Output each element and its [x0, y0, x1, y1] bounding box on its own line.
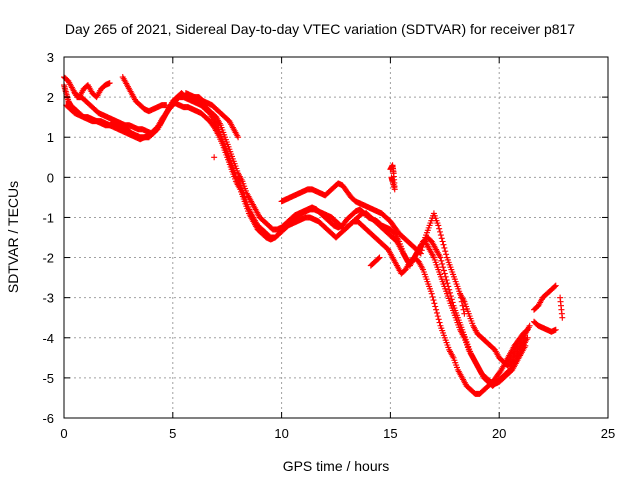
y-tick-label: 0: [47, 170, 54, 185]
y-tick-label: -6: [42, 411, 54, 426]
data-point: [440, 264, 447, 271]
data-point: [460, 306, 467, 313]
data-point: [417, 250, 424, 257]
data-point: [211, 154, 218, 161]
data-point: [457, 290, 464, 297]
data-point: [428, 290, 435, 297]
x-tick-label: 10: [274, 426, 288, 441]
data-point: [420, 240, 427, 247]
data-point: [522, 342, 529, 349]
series-stray-points: [211, 154, 566, 321]
data-point: [433, 306, 440, 313]
y-tick-label: 3: [47, 50, 54, 65]
data-point: [438, 257, 445, 264]
data-point: [436, 319, 443, 326]
data-point: [435, 316, 442, 323]
data-point: [432, 303, 439, 310]
x-tick-label: 20: [492, 426, 506, 441]
data-point: [526, 322, 533, 329]
data-point: [235, 134, 242, 141]
data-point: [443, 251, 450, 258]
data-point: [434, 313, 441, 320]
data-point: [418, 247, 425, 254]
series-track-d: [71, 74, 533, 369]
data-point: [429, 293, 436, 300]
data-point: [458, 298, 465, 305]
data-point: [442, 248, 449, 255]
data-point: [552, 326, 559, 333]
data-point: [459, 302, 466, 309]
data-point: [461, 310, 468, 317]
data-point: [375, 255, 382, 262]
data-point: [419, 244, 426, 251]
data-point: [106, 80, 113, 87]
data-point: [431, 300, 438, 307]
data-point: [552, 282, 559, 289]
series-track-c: [63, 100, 531, 397]
x-tick-label: 15: [383, 426, 397, 441]
data-point: [444, 280, 451, 287]
y-tick-label: -5: [42, 371, 54, 386]
y-tick-label: -4: [42, 331, 54, 346]
x-axis-label: GPS time / hours: [283, 458, 390, 474]
y-tick-label: -3: [42, 291, 54, 306]
data-point: [433, 309, 440, 316]
data-point: [440, 267, 447, 274]
y-tick-label: 2: [47, 90, 54, 105]
data-point: [439, 260, 446, 267]
data-point: [447, 289, 454, 296]
data-point: [388, 174, 395, 181]
data-point: [438, 235, 445, 242]
data-point: [457, 294, 464, 301]
y-tick-label: 1: [47, 130, 54, 145]
series-track-b: [61, 74, 529, 387]
data-point: [376, 254, 383, 261]
x-tick-label: 0: [60, 426, 67, 441]
data-point: [446, 286, 453, 293]
data-point: [421, 237, 428, 244]
data-point: [439, 238, 446, 245]
data-point: [440, 241, 447, 248]
data-point: [441, 244, 448, 251]
data-point: [430, 297, 437, 304]
data-point: [437, 228, 444, 235]
data-point: [437, 254, 444, 261]
y-tick-label: -2: [42, 251, 54, 266]
data-point: [551, 283, 558, 290]
grid-lines: [64, 57, 608, 418]
x-tick-label: 25: [601, 426, 615, 441]
data-point: [443, 277, 450, 284]
series-track-e: [531, 282, 559, 335]
data-point: [436, 225, 443, 232]
data-point: [559, 314, 566, 321]
y-tick-label: -1: [42, 210, 54, 225]
data-point: [524, 334, 531, 341]
data-point: [441, 270, 448, 277]
data-point: [437, 232, 444, 239]
chart-title: Day 265 of 2021, Sidereal Day-to-day VTE…: [65, 21, 575, 37]
data-series: [61, 74, 566, 397]
data-point: [435, 222, 442, 229]
x-tick-label: 5: [169, 426, 176, 441]
plot-frame: [63, 56, 609, 419]
data-point: [163, 102, 170, 109]
y-axis-label: SDTVAR / TECUs: [5, 181, 21, 293]
